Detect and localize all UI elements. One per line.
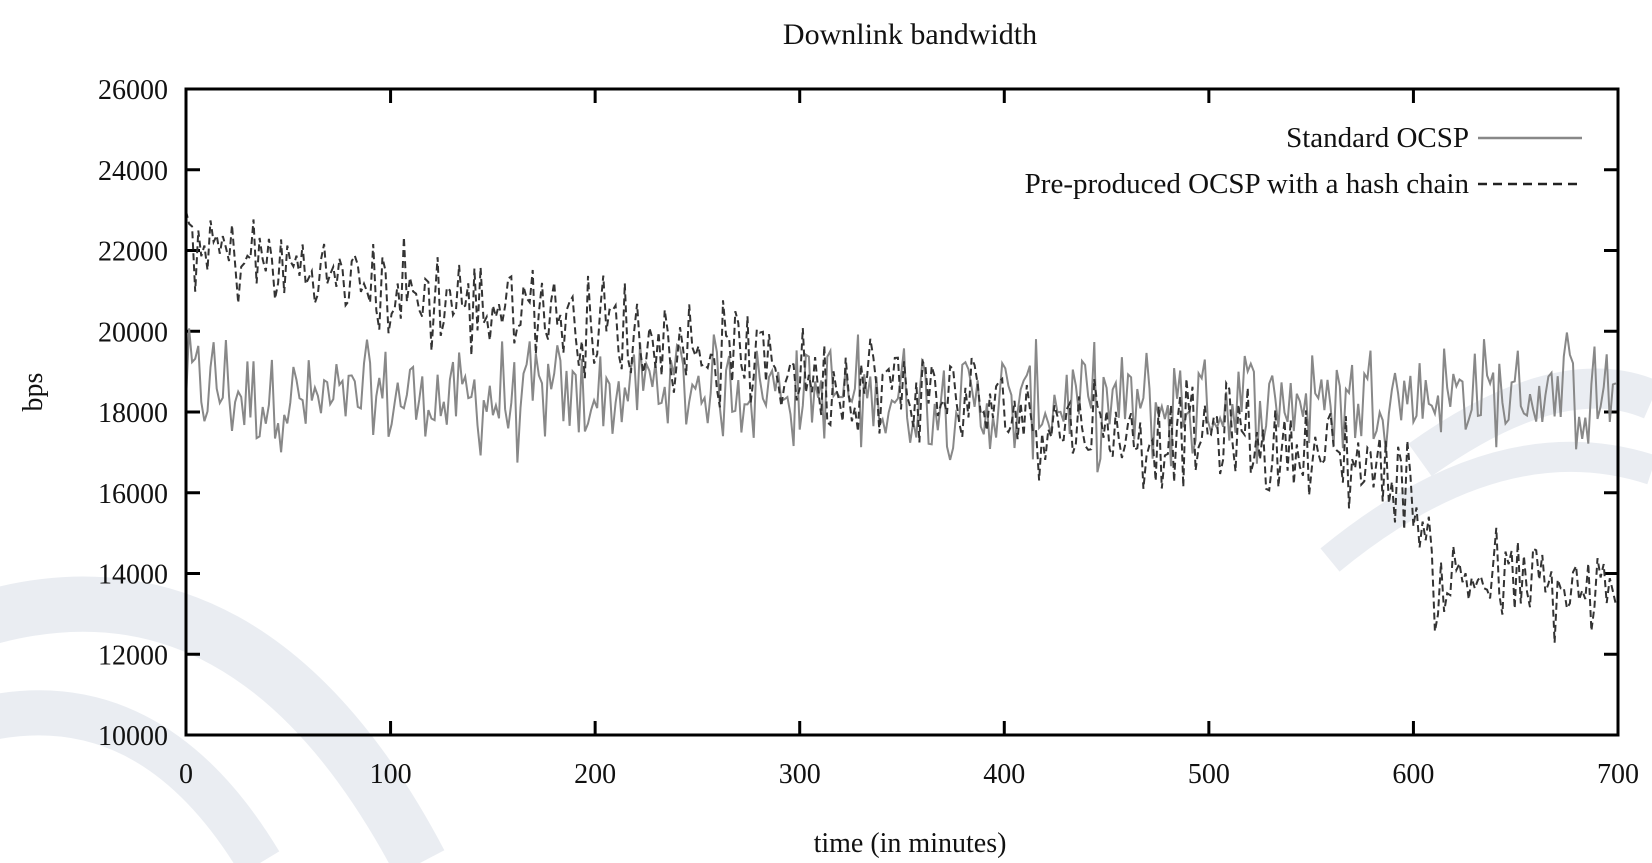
series-line-standard-ocsp (185, 328, 1617, 473)
x-tick-label: 600 (1392, 759, 1434, 790)
y-tick-label: 10000 (98, 721, 168, 752)
y-tick-label: 22000 (98, 237, 168, 268)
y-tick-label: 12000 (98, 640, 168, 671)
y-tick-label: 16000 (98, 479, 168, 510)
x-tick-label: 100 (370, 759, 412, 790)
x-tick-label: 300 (779, 759, 821, 790)
y-tick-label: 18000 (98, 398, 168, 429)
series-layer (185, 210, 1617, 643)
legend-label-pre-produced-ocsp: Pre-produced OCSP with a hash chain (1025, 168, 1470, 200)
y-tick-label: 24000 (98, 156, 168, 187)
x-axis-label: time (in minutes) (814, 828, 1007, 859)
chart-title: Downlink bandwidth (783, 18, 1037, 51)
y-axis-label: bps (18, 373, 49, 412)
y-tick-label: 26000 (98, 75, 168, 106)
x-tick-label: 400 (983, 759, 1025, 790)
y-tick-label: 14000 (98, 560, 168, 591)
legend: Standard OCSP Pre-produced OCSP with a h… (1025, 122, 1582, 200)
legend-label-standard-ocsp: Standard OCSP (1286, 122, 1469, 154)
x-tick-label: 0 (179, 759, 193, 790)
series-line-pre-produced-ocsp (185, 210, 1617, 643)
y-tick-label: 20000 (98, 317, 168, 348)
x-tick-label: 700 (1597, 759, 1639, 790)
x-tick-label: 200 (574, 759, 616, 790)
x-tick-label: 500 (1188, 759, 1230, 790)
y-axis-ticks: 10000 12000 14000 16000 18000 20000 22000 24000… (98, 75, 1618, 752)
plot-frame (184, 87, 1620, 737)
